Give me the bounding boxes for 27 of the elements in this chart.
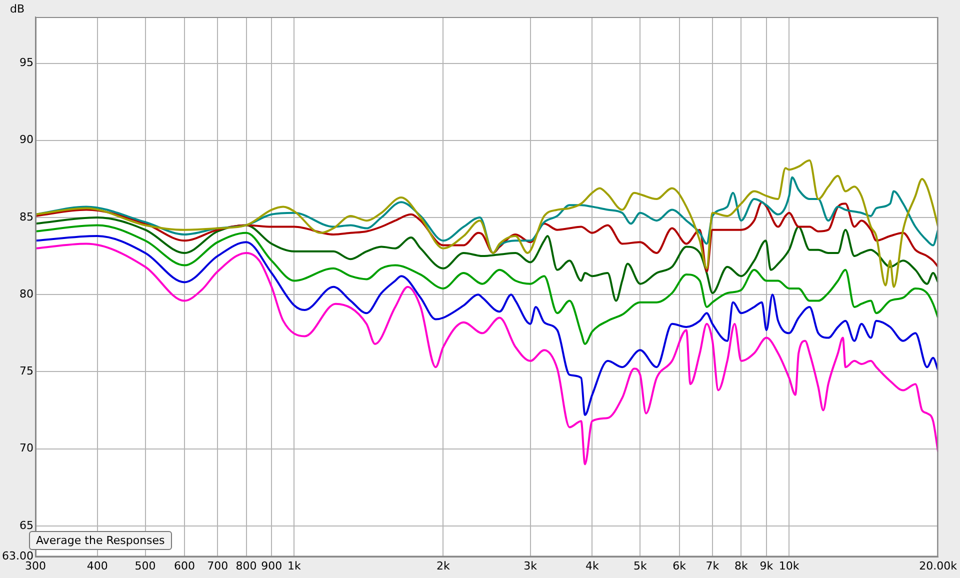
y-tick-label: 95	[19, 56, 34, 70]
x-tick-label: 3k	[524, 559, 538, 572]
x-tick-label: 500	[134, 559, 156, 572]
x-tick-label: 900	[261, 559, 282, 572]
x-tick-label: 6k	[672, 559, 687, 572]
y-tick-label: 70	[19, 442, 34, 455]
x-tick-label: 800	[236, 559, 257, 572]
y-tick-label: 80	[19, 287, 34, 300]
x-tick-label: 10k	[778, 559, 800, 572]
y-tick-label: 90	[19, 133, 34, 146]
x-tick-label: 700	[207, 559, 228, 572]
x-tick-label: 600	[174, 559, 195, 572]
x-tick-label: 5k	[633, 559, 648, 572]
x-tick-label: 400	[86, 559, 108, 572]
y-tick-label: 85	[19, 210, 34, 224]
x-tick-label: 300	[24, 559, 46, 572]
x-tick-label: 1k	[288, 559, 302, 572]
responses-button: Average the Responses	[29, 531, 172, 550]
x-tick-label: 9k	[760, 559, 774, 572]
x-tick-label: 7k	[706, 559, 720, 572]
y-tick-label: 75	[19, 364, 34, 378]
y-axis-title: dB	[10, 2, 25, 16]
x-tick-label: 8k	[734, 559, 748, 572]
x-tick-label: 2k	[436, 559, 451, 572]
x-tick-label: 20.00k	[919, 559, 958, 572]
y-tick-label: 65	[19, 518, 34, 532]
x-tick-label: 4k	[585, 559, 600, 572]
